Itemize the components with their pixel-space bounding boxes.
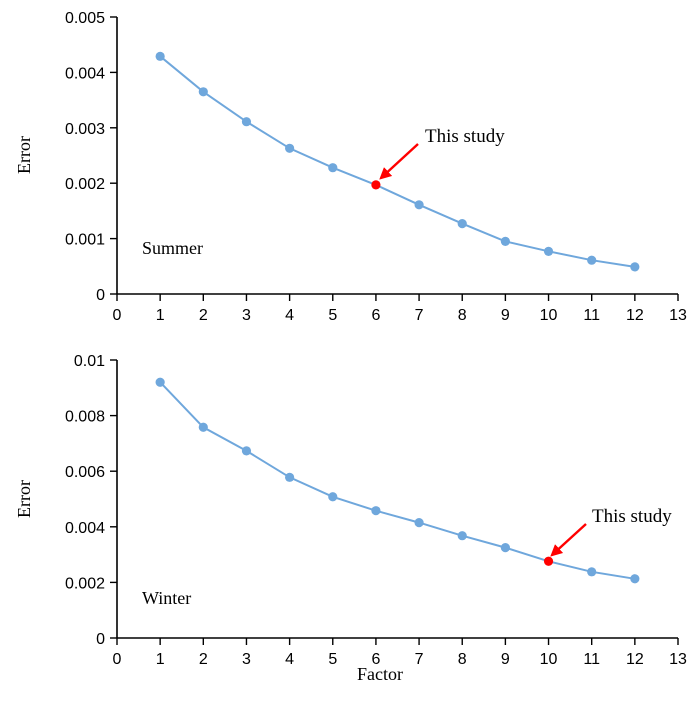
y-axis-title: Error [14, 136, 34, 174]
y-tick-label: 0.001 [65, 232, 105, 249]
x-tick-label: 11 [583, 307, 600, 324]
x-tick-label: 6 [371, 307, 380, 324]
data-point [241, 446, 252, 456]
x-tick-label: 12 [626, 307, 644, 324]
x-tick-label: 11 [583, 651, 600, 668]
y-tick-label: 0 [96, 631, 105, 648]
data-point [587, 255, 597, 265]
y-tick-label: 0.004 [65, 65, 105, 82]
data-point [155, 377, 165, 387]
data-point [371, 506, 381, 516]
data-point [630, 574, 640, 584]
annotation-label: This study [592, 506, 672, 527]
x-tick-label: 7 [415, 307, 424, 324]
data-point [155, 51, 165, 61]
x-tick-label: 3 [242, 307, 251, 324]
x-tick-label: 5 [328, 651, 337, 668]
x-tick-label: 1 [156, 307, 165, 324]
x-tick-label: 5 [328, 307, 337, 324]
y-tick-label: 0.005 [65, 10, 105, 27]
y-tick-label: 0.008 [65, 409, 105, 426]
data-point [414, 200, 424, 210]
y-tick-label: 0.004 [65, 520, 105, 537]
data-point [500, 543, 510, 553]
x-tick-label: 10 [540, 307, 558, 324]
series-line [159, 381, 635, 580]
data-point [630, 262, 640, 272]
data-point [328, 163, 338, 173]
x-tick-label: 2 [199, 651, 208, 668]
x-tick-label: 10 [540, 651, 558, 668]
data-point [457, 219, 467, 229]
y-axis-title: Error [14, 480, 34, 518]
y-tick-label: 0 [96, 287, 105, 304]
x-tick-label: 9 [501, 307, 510, 324]
panel-label: Summer [142, 238, 203, 258]
data-point [328, 492, 338, 502]
x-tick-label: 1 [156, 651, 165, 668]
x-tick-label: 7 [415, 651, 424, 668]
data-point [198, 87, 208, 97]
x-tick-label: 8 [458, 307, 467, 324]
x-axis-title: Factor [357, 664, 403, 684]
highlight-point [371, 180, 381, 190]
x-tick-label: 13 [669, 651, 687, 668]
data-point [500, 236, 510, 246]
x-tick-label: 0 [113, 307, 122, 324]
y-tick-label: 0.003 [65, 121, 105, 138]
annotation-label: This study [425, 126, 505, 147]
data-point [285, 472, 295, 482]
data-point [587, 567, 597, 577]
panel-label: Winter [142, 588, 191, 608]
y-tick-label: 0.002 [65, 575, 105, 592]
data-point [414, 518, 424, 528]
x-tick-label: 8 [458, 651, 467, 668]
x-tick-label: 9 [501, 651, 510, 668]
x-tick-label: 4 [285, 307, 294, 324]
y-tick-label: 0.01 [74, 353, 105, 370]
highlight-point [543, 556, 554, 566]
chart-panel-winter: 0 1 2 3 4 5 6 7 8 9 10 11 12 1300.0020.0040.0060.0080… [14, 353, 687, 684]
data-point [241, 117, 252, 127]
data-point [285, 143, 295, 153]
y-tick-label: 0.006 [65, 464, 105, 481]
annotation-arrow [550, 523, 587, 557]
series-line [159, 55, 635, 268]
x-tick-label: 4 [285, 651, 294, 668]
annotation-arrow [379, 143, 419, 180]
x-tick-label: 13 [669, 307, 687, 324]
data-point [198, 422, 208, 432]
x-tick-label: 3 [242, 651, 251, 668]
x-tick-label: 6 [371, 651, 380, 668]
chart-panel-summer: 0 1 2 3 4 5 6 7 8 9 10 11 12 1300.0010.0020.0030.0040… [14, 10, 687, 324]
x-tick-label: 2 [199, 307, 208, 324]
y-tick-label: 0.002 [65, 176, 105, 193]
data-point [543, 246, 554, 256]
x-tick-label: 12 [626, 651, 644, 668]
data-point [457, 531, 467, 541]
x-tick-label: 0 [113, 651, 122, 668]
